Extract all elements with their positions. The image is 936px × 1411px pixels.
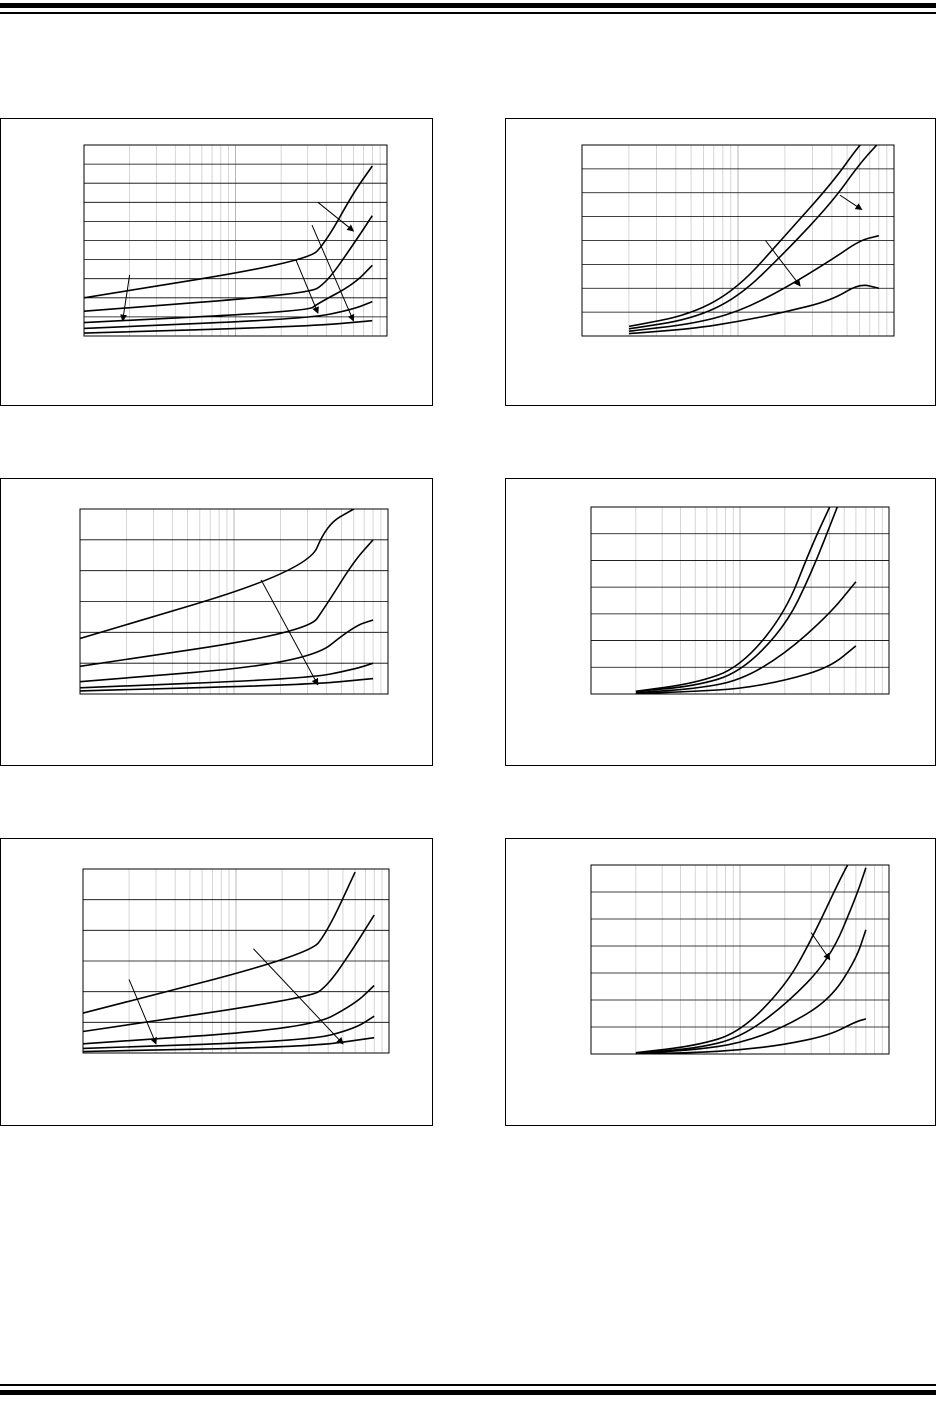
plot-frame <box>590 864 890 1055</box>
annotation-arrow-1 <box>128 979 157 1045</box>
chart-panel-3 <box>0 478 433 766</box>
annotation-arrow-1 <box>839 194 863 211</box>
series-line-2 <box>628 145 878 330</box>
plot-frame <box>79 508 389 695</box>
plot-frame <box>82 868 390 1054</box>
annotation-arrow-2 <box>253 948 344 1045</box>
series-line-2 <box>80 539 374 668</box>
series-line-1 <box>84 165 373 299</box>
chart-5 <box>82 868 390 1054</box>
chart-panel-1 <box>0 118 433 406</box>
series-line-3 <box>635 581 857 694</box>
series-line-5 <box>83 1036 375 1053</box>
series-line-5 <box>84 319 373 334</box>
series-line-1 <box>80 509 355 640</box>
annotation-arrow-3 <box>311 225 355 322</box>
annotation-arrow-1 <box>810 932 831 961</box>
chart-panel-5 <box>0 838 433 1126</box>
series-line-1 <box>83 871 356 1014</box>
series-line-2 <box>83 914 375 1033</box>
plot-frame <box>590 506 890 695</box>
series-line-2 <box>635 507 839 693</box>
series-line-1 <box>635 865 849 1054</box>
chart-6 <box>590 864 890 1055</box>
annotation-arrow-2 <box>295 259 319 315</box>
series-line-3 <box>84 264 373 324</box>
series-line-3 <box>635 929 867 1054</box>
series-line-5 <box>80 677 374 692</box>
chart-panel-6 <box>505 838 936 1126</box>
series-line-4 <box>83 1015 375 1050</box>
series-line-2 <box>635 867 867 1054</box>
chart-panel-2 <box>505 118 936 406</box>
annotation-arrow-2 <box>765 240 801 287</box>
series-line-1 <box>635 507 831 693</box>
series-line-4 <box>635 1018 867 1054</box>
header-rule-thin <box>0 12 936 14</box>
chart-1 <box>83 144 388 337</box>
annotation-arrow-1 <box>260 579 319 686</box>
annotation-arrow-1 <box>120 274 131 322</box>
footer-rule-thick <box>0 1390 936 1395</box>
footer-rule-thin <box>0 1384 936 1386</box>
series-line-2 <box>84 215 373 312</box>
series-line-3 <box>83 984 375 1045</box>
chart-4 <box>590 506 890 695</box>
series-line-4 <box>80 662 374 689</box>
plot-frame <box>83 144 388 337</box>
series-line-3 <box>628 234 880 332</box>
header-rule-thick <box>0 3 936 8</box>
chart-2 <box>581 144 895 337</box>
chart-3 <box>79 508 389 695</box>
series-line-4 <box>628 284 880 335</box>
chart-panel-4 <box>505 478 936 766</box>
annotation-arrow-4 <box>317 201 355 232</box>
series-line-1 <box>628 145 862 328</box>
series-line-4 <box>635 645 857 694</box>
series-line-3 <box>80 619 374 683</box>
plot-frame <box>581 144 895 337</box>
